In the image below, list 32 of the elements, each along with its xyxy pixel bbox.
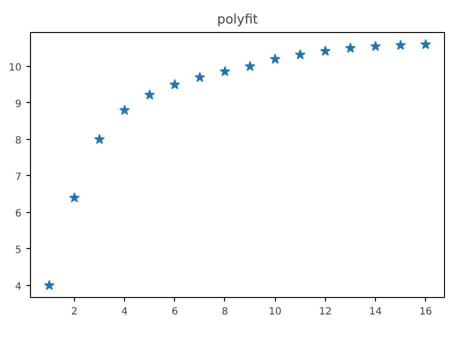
chart-title: polyfit [217,12,258,28]
point [244,60,256,71]
y-tick-label: 9 [15,98,22,110]
point [395,40,406,50]
point [270,54,280,64]
point [94,134,105,144]
point [69,192,80,202]
point [370,40,381,51]
x-tick-label: 4 [121,306,128,318]
x-tick-label: 16 [419,306,432,318]
y-tick-label: 8 [15,135,22,146]
y-tick-label: 5 [15,244,22,256]
point [194,72,206,82]
x-tick-label: 14 [369,306,382,318]
point [294,49,306,60]
x-tick-label: 12 [318,306,332,318]
point [320,46,331,56]
y-tick-label: 7 [15,172,22,183]
x-tick-label: 6 [172,306,178,318]
x-tick-label: 2 [71,306,78,318]
y-tick-label: 6 [15,208,22,220]
point [420,39,431,50]
point [345,42,356,53]
y-tick-label: 4 [15,281,22,292]
y-tick-label: 10 [8,62,22,74]
x-tick-label: 8 [222,306,228,318]
point [170,79,180,90]
point [44,280,55,290]
point [144,89,155,100]
point [220,66,230,76]
point [119,104,130,115]
x-tick-label: 10 [268,306,282,318]
